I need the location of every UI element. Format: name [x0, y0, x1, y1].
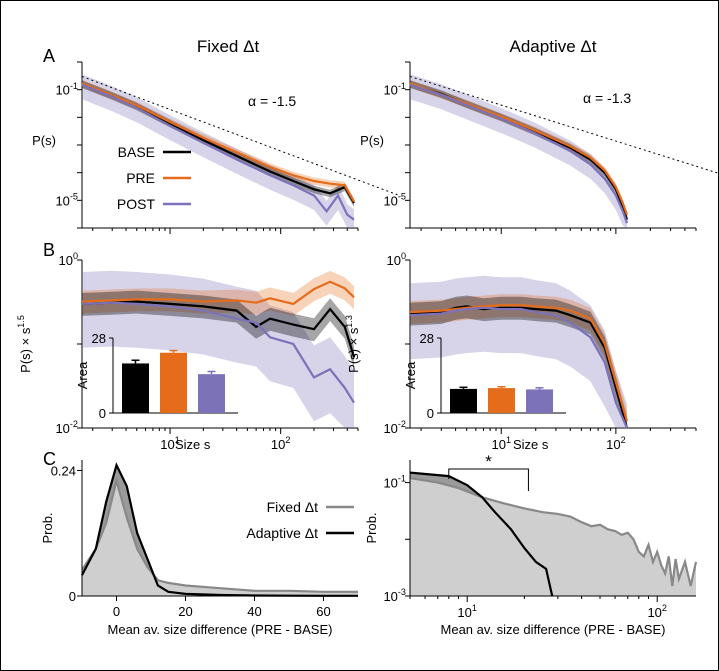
C-left-x-tick-label: 20: [178, 604, 192, 619]
C-left-x-tick-label: 60: [316, 604, 330, 619]
panel-letter-a: A: [43, 46, 55, 66]
C-right-significance-bracket: [448, 468, 529, 491]
C-left-x-tick-label: 40: [247, 604, 261, 619]
B-adaptive-y-label: P(s) × s1.3: [344, 315, 361, 373]
A-fixed-legend-label-pre: PRE: [126, 170, 155, 186]
chart-C-right: 101 102 10-1 10-3 Prob. Mean av. size differe…: [364, 452, 698, 637]
B-adaptive-inset-y-label: Area: [403, 361, 418, 389]
C-right-y-tick-label: 10-3: [383, 587, 406, 604]
B-fixed-y-tick-label: 10-2: [55, 419, 78, 436]
C-right-x-tick-label: 101: [457, 603, 477, 620]
A-fixed-y-tick-label: 10-5: [55, 191, 78, 208]
C-right-line-fixed: [409, 477, 698, 587]
column-title-fixed: Fixed Δt: [197, 37, 260, 56]
A-adaptive-band-post: [410, 74, 627, 228]
B-fixed-inset-y-label: Area: [75, 361, 90, 389]
B-fixed-band-post: [82, 270, 354, 428]
B-fixed-x-tick-label: 101: [160, 435, 180, 452]
A-fixed-annotation: α = -1.5: [248, 93, 296, 109]
B-adaptive-line-base: [409, 305, 629, 429]
C-right-significance-star: *: [485, 452, 492, 471]
A-adaptive-band-base: [410, 80, 627, 224]
C-right-line-adaptive: [409, 471, 554, 597]
A-adaptive-annotation: α = -1.3: [583, 90, 631, 106]
C-left-legend-label-fixed: Fixed Δt: [267, 499, 318, 515]
panel-letter-b: B: [43, 240, 55, 260]
C-left-area-fixed: [82, 480, 358, 596]
C-right-x-tick-label: 102: [647, 603, 667, 620]
A-adaptive-y-label: P(s): [360, 133, 384, 148]
B-adaptive-inset-bar-base: [450, 388, 477, 413]
B-fixed-inset-bar-base: [122, 363, 149, 413]
B-adaptive-x-tick-label: 101: [491, 435, 511, 452]
chart-C-left: 0 20 40 60 0 0.24 Prob. Mean av. size differenc…: [40, 460, 358, 637]
C-right-area-fixed: [410, 478, 696, 596]
B-adaptive-line-pre: [409, 304, 629, 422]
B-adaptive-band-base: [410, 295, 627, 428]
A-fixed-powerlaw-line: [81, 75, 401, 197]
C-left-line-fixed: [81, 476, 358, 593]
B-adaptive-line-post: [409, 306, 629, 429]
B-fixed-y-tick-label: 100: [58, 251, 78, 268]
B-adaptive-band-pre: [410, 294, 627, 428]
B-adaptive-band-post: [410, 275, 627, 428]
A-fixed-line-pre: [81, 82, 355, 203]
A-fixed-y-label: P(s): [32, 133, 56, 148]
A-adaptive-band-pre: [410, 79, 627, 219]
chart-A-adaptive: 10-1 10-5 P(s) α = -1.3: [360, 61, 719, 234]
A-fixed-legend-label-post: POST: [117, 196, 156, 212]
B-fixed-inset-bar-pre: [160, 352, 187, 413]
B-fixed-line-post: [81, 301, 355, 404]
C-left-y-tick-label: 0.24: [51, 463, 76, 478]
C-right-y-label: Prob.: [364, 512, 379, 543]
B-adaptive-y-tick-label: 100: [386, 251, 406, 268]
B-adaptive-inset-bar-pre: [488, 388, 515, 413]
A-adaptive-y-tick-label: 10-1: [383, 81, 406, 98]
B-adaptive-x-tick-label: 102: [606, 435, 626, 452]
B-fixed-x-label: Size s: [175, 437, 211, 452]
C-left-y-label: Prob.: [40, 512, 55, 543]
B-fixed-band-base: [82, 290, 354, 369]
B-adaptive-inset-y-tick-label: 28: [420, 331, 434, 346]
C-left-x-tick-label: 0: [113, 604, 120, 619]
B-fixed-inset-bar-post: [198, 374, 225, 413]
B-adaptive-x-label: Size s: [513, 437, 549, 452]
C-right-y-tick-label: 10-1: [383, 474, 406, 491]
C-left-y-tick-label: 0: [69, 589, 76, 604]
A-fixed-legend-label-base: BASE: [118, 144, 155, 160]
B-fixed-y-label: P(s) × s1.5: [16, 315, 33, 373]
B-adaptive-inset-y-tick-label: 0: [427, 406, 434, 421]
column-title-adaptive: Adaptive Δt: [510, 37, 597, 56]
A-adaptive-line-post: [409, 83, 629, 224]
B-fixed-line-base: [81, 300, 356, 358]
A-adaptive-y-tick-label: 10-5: [383, 191, 406, 208]
A-fixed-line-post: [81, 83, 355, 221]
B-adaptive-inset-bar-post: [526, 389, 553, 413]
C-left-legend-label-adaptive: Adaptive Δt: [246, 525, 318, 541]
B-fixed-inset-y-tick-label: 0: [99, 406, 106, 421]
C-left-x-label: Mean av. size difference (PRE - BASE): [108, 622, 333, 637]
C-right-x-label: Mean av. size difference (PRE - BASE): [441, 622, 666, 637]
chart-A-fixed: 10-1 10-5 P(s) α = -1.5 BASE PRE POST: [32, 61, 401, 234]
B-fixed-inset-y-tick-label: 28: [92, 331, 106, 346]
B-fixed-line-pre: [81, 280, 355, 306]
B-fixed-x-tick-label: 102: [271, 435, 291, 452]
panel-letter-c: C: [43, 449, 56, 469]
B-adaptive-y-tick-label: 10-2: [383, 419, 406, 436]
A-fixed-y-tick-label: 10-1: [55, 81, 78, 98]
